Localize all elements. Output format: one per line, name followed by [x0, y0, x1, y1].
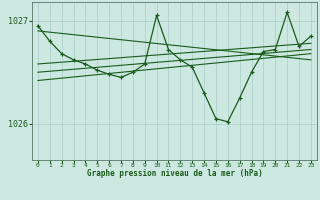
X-axis label: Graphe pression niveau de la mer (hPa): Graphe pression niveau de la mer (hPa) — [86, 169, 262, 178]
